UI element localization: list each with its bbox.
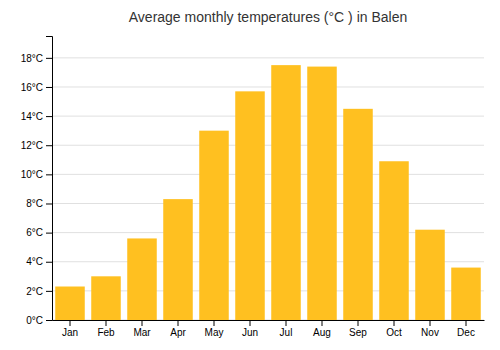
tick-label: May	[205, 327, 224, 338]
tick: Oct	[386, 320, 402, 338]
tick-mark	[358, 320, 359, 326]
tick-mark	[142, 320, 143, 326]
tick: Apr	[170, 320, 186, 338]
tick: 10°C	[21, 169, 52, 180]
y-axis: 0°C 2°C 4°C 6°C 8°C 10°C 12°C 14°C 16°C 18°C	[21, 37, 53, 326]
tick-label: Sep	[349, 327, 367, 338]
tick-mark	[106, 320, 107, 326]
bar	[343, 109, 373, 320]
bar	[379, 161, 409, 320]
tick-label: Nov	[421, 327, 439, 338]
tick-mark	[46, 87, 52, 88]
tick-mark	[46, 262, 52, 263]
bar	[127, 238, 157, 320]
tick-label: Oct	[386, 327, 402, 338]
tick-label: 12°C	[21, 140, 43, 151]
bar	[55, 287, 85, 320]
axis-line	[46, 37, 53, 321]
grid-line	[52, 203, 484, 204]
tick-label: Jun	[242, 327, 258, 338]
tick: Aug	[313, 320, 331, 338]
tick-mark	[178, 320, 179, 326]
tick: May	[205, 320, 224, 338]
bar	[307, 67, 337, 320]
tick: 8°C	[26, 198, 52, 209]
tick-mark	[46, 291, 52, 292]
tick-mark	[286, 320, 287, 326]
tick-mark	[250, 320, 251, 326]
tick: Sep	[349, 320, 367, 338]
tick: Jul	[280, 320, 293, 338]
bar	[91, 276, 121, 320]
grid-line	[52, 145, 484, 146]
grid-line	[52, 86, 484, 87]
bar	[199, 131, 229, 320]
tick-mark	[46, 116, 52, 117]
tick-mark	[46, 203, 52, 204]
plot: 0°C 2°C 4°C 6°C 8°C 10°C 12°C 14°C 16°C 18°C Jan Fe…	[21, 37, 485, 339]
title: Average monthly temperatures (°C ) in Ba…	[129, 9, 407, 25]
tick-label: 18°C	[21, 53, 43, 64]
grid	[52, 58, 484, 320]
bars	[55, 65, 481, 320]
tick: Jun	[242, 320, 258, 338]
tick: 14°C	[21, 111, 52, 122]
tick-label: 0°C	[26, 315, 43, 326]
tick-mark	[214, 320, 215, 326]
tick-mark	[430, 320, 431, 326]
tick-mark	[70, 320, 71, 326]
tick-label: Apr	[170, 327, 186, 338]
tick: 4°C	[26, 256, 52, 267]
tick-mark	[466, 320, 467, 326]
tick: Jan	[62, 320, 78, 338]
tick: 12°C	[21, 140, 52, 151]
tick: 16°C	[21, 82, 52, 93]
tick: 6°C	[26, 227, 52, 238]
tick-label: 16°C	[21, 82, 43, 93]
tick-mark	[46, 174, 52, 175]
tick-label: 4°C	[26, 256, 43, 267]
tick-mark	[394, 320, 395, 326]
tick-mark	[46, 145, 52, 146]
tick-mark	[46, 58, 52, 59]
tick: 18°C	[21, 53, 52, 64]
tick: Mar	[133, 320, 151, 338]
tick-label: Aug	[313, 327, 331, 338]
tick: 2°C	[26, 286, 52, 297]
tick-label: 2°C	[26, 286, 43, 297]
tick-label: Jan	[62, 327, 78, 338]
tick: 0°C	[26, 315, 52, 326]
tick-label: Dec	[457, 327, 475, 338]
tick: Nov	[421, 320, 439, 338]
tick-label: Feb	[97, 327, 115, 338]
tick: Feb	[97, 320, 115, 338]
grid-line	[52, 116, 484, 117]
tick-mark	[322, 320, 323, 326]
chart: 0°C 2°C 4°C 6°C 8°C 10°C 12°C 14°C 16°C 18°C Jan Fe…	[0, 0, 500, 350]
tick: Dec	[457, 320, 475, 338]
grid-line	[52, 57, 484, 58]
tick-label: 6°C	[26, 227, 43, 238]
bar	[271, 65, 301, 320]
grid-line	[52, 174, 484, 175]
x-axis: Jan Feb Mar Apr May Jun Jul Aug Sep Oct Nov Dec	[53, 320, 485, 338]
tick-mark	[46, 233, 52, 234]
tick-label: Jul	[280, 327, 293, 338]
bar	[235, 91, 265, 320]
tick-label: 10°C	[21, 169, 43, 180]
axis-line	[53, 320, 485, 321]
tick-mark	[46, 320, 52, 321]
bar	[451, 268, 481, 320]
tick-label: 14°C	[21, 111, 43, 122]
bar	[415, 230, 445, 320]
tick-label: 8°C	[26, 198, 43, 209]
tick-label: Mar	[133, 327, 151, 338]
bar	[163, 199, 193, 320]
